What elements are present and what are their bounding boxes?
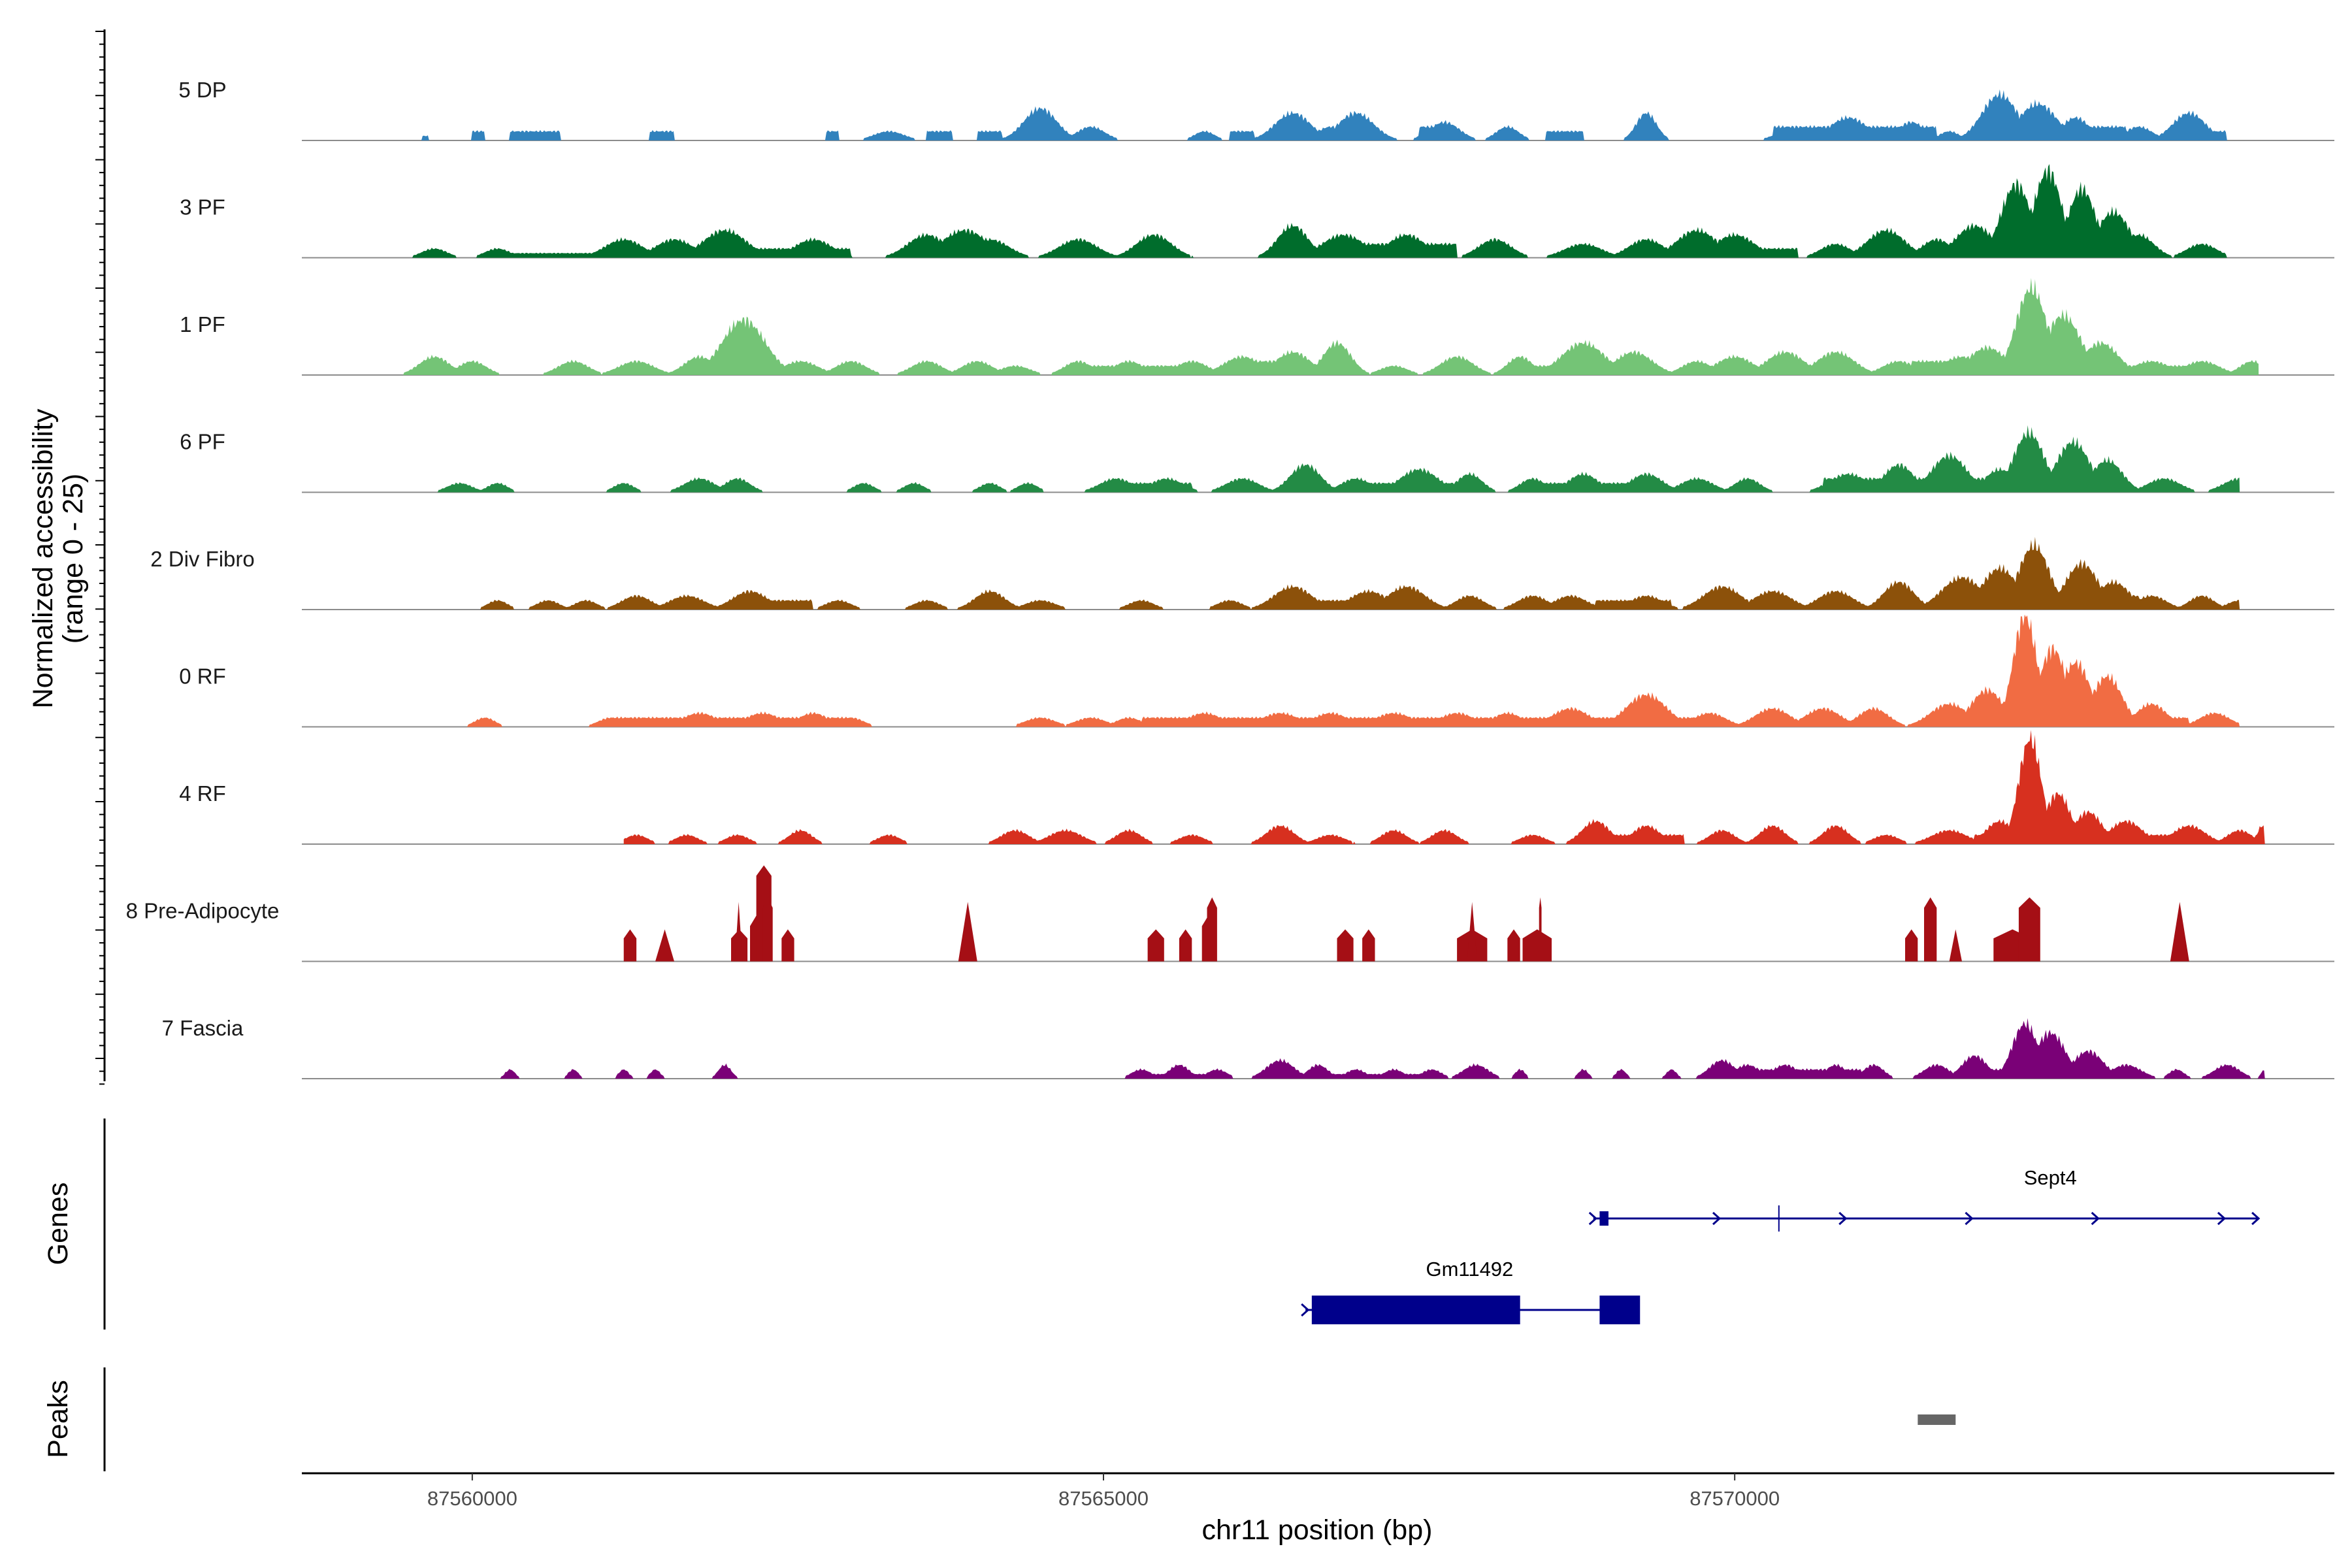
track-block <box>762 897 773 962</box>
strand-arrow-icon <box>1588 1211 1597 1226</box>
track-block <box>1949 929 1962 962</box>
strand-arrow-icon <box>1965 1211 1974 1226</box>
strand-arrow-icon <box>1712 1211 1722 1226</box>
track-block <box>1337 929 1354 962</box>
track-block <box>734 902 743 962</box>
gene-label: Gm11492 <box>1426 1258 1513 1281</box>
track-block <box>958 902 977 962</box>
track-block <box>1905 929 1918 962</box>
strand-arrow-icon <box>1630 1303 1639 1317</box>
track-block <box>2018 897 2040 962</box>
track-label-6-pf: 6 PF <box>180 430 225 454</box>
track-block <box>1507 929 1520 962</box>
track-block <box>655 929 674 962</box>
x-tick-label: 87570000 <box>1690 1487 1780 1510</box>
track-label-7-fascia: 7 Fascia <box>162 1016 244 1040</box>
gene-exon <box>1599 1211 1609 1226</box>
track-block <box>1362 929 1375 962</box>
track-label-3-pf: 3 PF <box>180 195 225 220</box>
y-axis-subtitle: (range 0 - 25) <box>57 474 89 644</box>
track-area-7-fascia <box>497 1018 2265 1079</box>
track-label-4-rf: 4 RF <box>179 781 226 806</box>
strand-arrow-icon <box>1301 1303 1310 1317</box>
track-area-8-pre-adipocyte <box>623 865 2189 962</box>
strand-arrow-icon <box>2251 1211 2261 1226</box>
gene-exon <box>1311 1296 1520 1324</box>
track-area-2-div-fibro <box>472 536 2240 610</box>
track-label-2-div-fibro: 2 Div Fibro <box>150 547 255 571</box>
x-tick-label: 87565000 <box>1058 1487 1149 1510</box>
strand-arrow-icon <box>2217 1211 2227 1226</box>
peak-marks <box>1918 1414 1956 1425</box>
track-block <box>1467 902 1477 962</box>
genes-panel: Genes Sept4 Gm11492 <box>42 1119 2261 1330</box>
peaks-panel-title: Peaks <box>42 1380 74 1458</box>
track-block <box>2170 902 2189 962</box>
coverage-tracks <box>302 89 2334 1079</box>
track-area-6-pf <box>421 425 2240 493</box>
gene-exon <box>1599 1296 1641 1324</box>
track-area-3-pf <box>396 164 2227 258</box>
x-axis-ticks: 87560000 87565000 87570000 <box>427 1473 1780 1510</box>
y-axis-title: Normalized accessibility <box>27 408 59 708</box>
track-area-1-pf <box>396 278 2259 375</box>
gene-gm11492: Gm11492 <box>1301 1258 1641 1324</box>
track-block <box>1179 929 1192 962</box>
strand-arrow-icon <box>2091 1211 2100 1226</box>
gene-label: Sept4 <box>2024 1166 2077 1189</box>
y-axis: Normalized accessibility (range 0 - 25) <box>27 29 106 1085</box>
track-label-8-pre-adipocyte: 8 Pre-Adipocyte <box>126 899 280 923</box>
peak-mark <box>1918 1414 1956 1425</box>
track-block <box>1147 929 1164 962</box>
track-area-5-dp <box>396 89 2227 140</box>
x-axis-title: chr11 position (bp) <box>1202 1514 1433 1546</box>
track-label-5-dp: 5 DP <box>178 78 226 102</box>
track-area-4-rf <box>623 730 2265 844</box>
strand-arrow-icon <box>1838 1211 1848 1226</box>
track-block <box>1539 897 1542 962</box>
track-block <box>1207 897 1217 962</box>
x-tick-label: 87560000 <box>427 1487 517 1510</box>
y-axis-ticks <box>95 31 105 1085</box>
track-label-0-rf: 0 RF <box>179 664 226 689</box>
track-block <box>1924 897 1937 962</box>
genes-panel-title: Genes <box>42 1183 74 1266</box>
gene-models: Sept4 Gm11492 <box>1301 1166 2261 1324</box>
track-labels: 5 DP 3 PF 1 PF 6 PF 2 Div Fibro 0 RF 4 RF 8 Pre… <box>126 78 280 1040</box>
track-label-1-pf: 1 PF <box>180 312 225 336</box>
track-block <box>781 929 794 962</box>
track-block <box>1522 929 1552 962</box>
peaks-panel: Peaks <box>42 1367 1956 1471</box>
x-axis: 87560000 87565000 87570000 chr11 position … <box>302 1472 2334 1546</box>
track-block <box>623 929 637 962</box>
track-area-0-rf <box>396 614 2240 727</box>
gene-sept4: Sept4 <box>1588 1166 2261 1232</box>
